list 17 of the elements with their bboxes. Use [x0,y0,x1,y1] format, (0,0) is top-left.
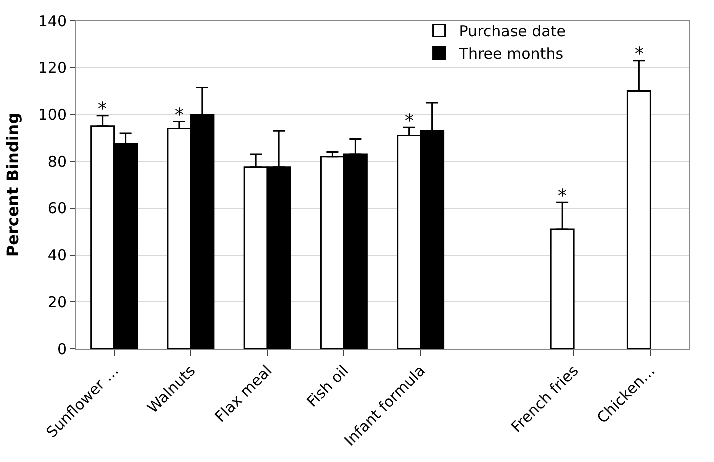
y-tick-label: 40 [48,246,67,265]
y-tick-label: 60 [48,200,67,218]
annotation: * [635,44,644,65]
y-tick-label: 120 [38,59,67,78]
annotation: * [405,111,414,132]
x-tick-label: Fish oil [303,362,352,411]
y-tick-label: 100 [38,106,67,124]
y-tick-label: 140 [38,12,67,30]
y-tick-label: 80 [48,152,67,171]
annotation: * [98,99,107,120]
y-tick-label: 0 [57,340,67,358]
annotation: * [175,105,184,126]
annotation: * [558,186,567,207]
legend-label: Purchase date [459,22,566,41]
y-axis-title: Percent Binding [3,112,22,258]
legend-label: Three months [458,45,564,64]
y-tick-label: 20 [48,293,67,312]
